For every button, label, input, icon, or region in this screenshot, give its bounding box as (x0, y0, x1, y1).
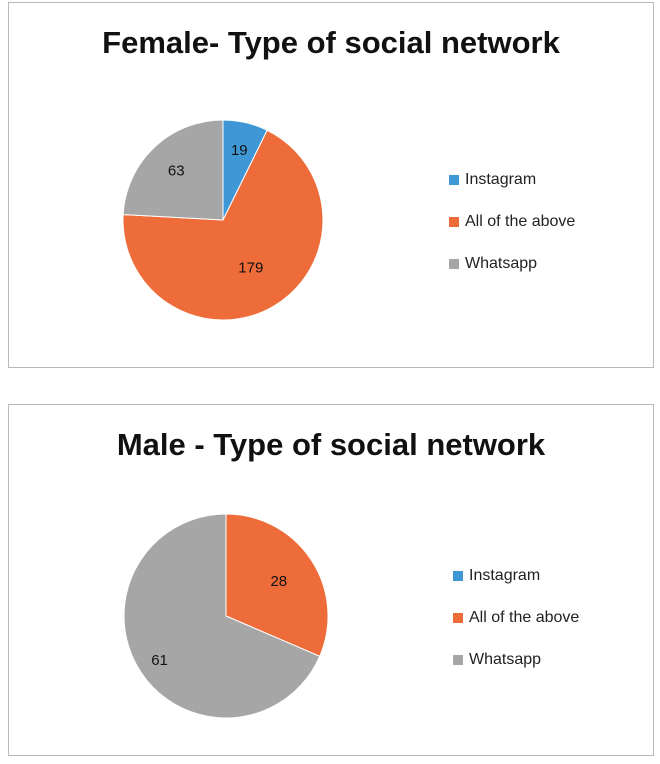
male-chart-panel: Male - Type of social network 28 61 Insta… (8, 404, 654, 756)
pie-slice-whatsapp (122, 119, 224, 221)
data-label: 19 (231, 142, 248, 159)
legend-swatch (453, 571, 463, 581)
legend-swatch (449, 259, 459, 269)
pie-chart: 19 179 63 (122, 119, 324, 321)
data-label: 61 (151, 652, 168, 669)
chart-legend: Instagram All of the above Whatsapp (449, 169, 575, 295)
legend-swatch (449, 217, 459, 227)
chart-title: Male - Type of social network (116, 427, 546, 462)
legend-item-whatsapp: Whatsapp (453, 649, 579, 671)
legend-item-whatsapp: Whatsapp (449, 253, 575, 275)
female-chart-panel: Female- Type of social network 19 179 63 I… (8, 2, 654, 368)
legend-swatch (449, 175, 459, 185)
data-label: 179 (238, 259, 263, 276)
legend-label: Whatsapp (469, 651, 542, 668)
pie-slice-all-of-the-above (225, 513, 329, 657)
legend-item-all-of-the-above: All of the above (453, 607, 579, 629)
legend-swatch (453, 613, 463, 623)
pie-chart: 28 61 (123, 513, 329, 719)
chart-title: Female- Type of social network (102, 25, 560, 60)
legend-item-instagram: Instagram (449, 169, 575, 191)
legend-label: Instagram (465, 171, 537, 188)
legend-item-instagram: Instagram (453, 565, 579, 587)
data-label: 63 (168, 163, 185, 180)
pie-slice-whatsapp (123, 513, 321, 719)
legend-item-all-of-the-above: All of the above (449, 211, 575, 233)
legend-swatch (453, 655, 463, 665)
data-label: 28 (270, 573, 287, 590)
chart-legend: Instagram All of the above Whatsapp (453, 565, 579, 691)
legend-label: All of the above (465, 213, 576, 230)
legend-label: Instagram (469, 567, 541, 584)
legend-label: Whatsapp (465, 255, 538, 272)
pie-slice-all-of-the-above (122, 129, 324, 321)
legend-label: All of the above (469, 609, 580, 626)
